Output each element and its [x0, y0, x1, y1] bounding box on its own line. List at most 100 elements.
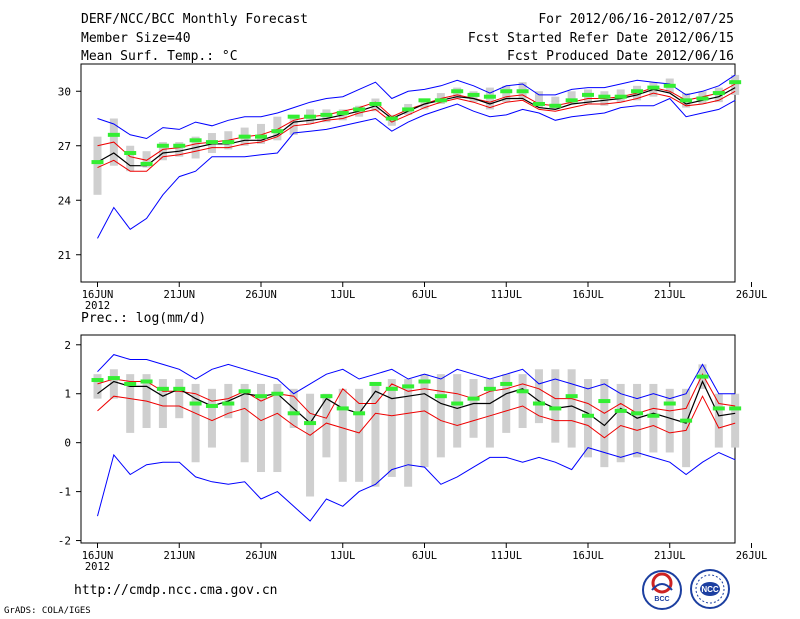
spread-box	[175, 379, 184, 419]
spread-box	[322, 393, 331, 458]
spread-box	[338, 388, 347, 482]
green-marker	[353, 411, 366, 416]
spread-box	[257, 383, 265, 473]
spread-box	[502, 85, 511, 103]
green-marker	[582, 413, 594, 418]
green-marker	[369, 381, 382, 386]
max-line	[97, 74, 736, 140]
x-tick-label: 26JUN	[245, 550, 277, 562]
green-marker	[663, 83, 676, 88]
y-tick-label: 27	[58, 140, 71, 153]
spread-box	[273, 383, 282, 473]
spread-box	[175, 142, 184, 157]
x-tick-label: 26JUN	[245, 289, 277, 301]
spread-box	[665, 388, 674, 453]
x-tick-label: 21JUL	[654, 289, 686, 301]
upper-red-line	[97, 373, 736, 419]
variable-label: Mean Surf. Temp.: °C	[81, 49, 238, 64]
spread-box	[469, 379, 478, 438]
green-marker	[516, 389, 529, 394]
spread-box	[126, 374, 135, 433]
green-marker	[680, 418, 693, 423]
y-tick-label: 1	[64, 388, 71, 401]
spread-box	[485, 379, 494, 448]
max-line	[97, 354, 736, 400]
green-marker	[385, 386, 398, 391]
green-marker	[582, 92, 594, 97]
green-marker	[647, 85, 660, 90]
green-marker	[271, 391, 284, 396]
green-marker	[205, 403, 218, 408]
green-marker	[255, 394, 267, 399]
green-marker	[598, 399, 611, 404]
green-marker	[205, 140, 218, 145]
min-line	[97, 447, 736, 522]
green-marker	[663, 401, 676, 406]
green-marker	[91, 160, 104, 165]
x-tick-label: 6JUL	[412, 289, 437, 301]
green-marker	[222, 140, 235, 145]
x-tick-label: 16JUN	[82, 550, 114, 562]
spread-box	[420, 374, 429, 468]
x-tick-label: 1JUL	[330, 550, 355, 562]
lower-red-line	[97, 90, 736, 172]
y-tick-label: 21	[58, 249, 71, 262]
x-tick-label: 16JUL	[572, 550, 604, 562]
green-marker	[614, 94, 627, 99]
lower-red-line	[97, 395, 736, 439]
green-marker	[402, 384, 415, 389]
spread-box	[534, 91, 543, 108]
green-marker	[173, 143, 186, 148]
spread-box	[289, 114, 298, 135]
green-marker	[549, 406, 562, 411]
precip-panel-title: Prec.: log(mm/d)	[81, 311, 207, 326]
spread-box	[109, 369, 118, 399]
green-marker	[549, 103, 562, 108]
green-marker	[500, 89, 513, 94]
spread-box	[682, 388, 691, 468]
green-marker	[173, 386, 186, 391]
x-tick-year-label: 2012	[85, 561, 110, 573]
y-tick-label: 30	[58, 85, 71, 98]
green-marker	[483, 386, 496, 391]
green-marker	[500, 381, 513, 386]
y-tick-label: 2	[64, 339, 71, 352]
green-marker	[222, 401, 235, 406]
spread-box	[273, 116, 282, 141]
green-marker	[107, 376, 120, 381]
footer-url[interactable]: http://cmdp.ncc.cma.gov.cn	[74, 583, 278, 598]
green-marker	[287, 411, 300, 416]
x-tick-label: 6JUL	[412, 550, 437, 562]
green-marker	[369, 101, 382, 106]
green-marker	[91, 378, 104, 383]
green-marker	[565, 98, 578, 103]
x-tick-label: 11JUL	[490, 289, 522, 301]
ensemble-mean-line	[97, 379, 736, 427]
spread-box	[240, 383, 249, 463]
green-marker	[729, 406, 742, 411]
x-tick-label: 26JUL	[736, 289, 768, 301]
spread-box	[551, 369, 560, 443]
green-marker	[565, 394, 578, 399]
green-marker	[156, 386, 169, 391]
green-marker	[647, 413, 660, 418]
green-marker	[696, 96, 709, 101]
x-tick-label: 16JUL	[572, 289, 604, 301]
y-tick-label: 0	[64, 437, 71, 450]
x-tick-label: 1JUL	[330, 289, 355, 301]
green-marker	[434, 394, 447, 399]
spread-box	[518, 374, 527, 428]
green-marker	[124, 151, 137, 156]
green-marker	[712, 91, 725, 96]
member-size: Member Size=40	[81, 31, 191, 46]
green-marker	[238, 389, 251, 394]
spread-box	[355, 388, 364, 482]
green-marker	[189, 138, 202, 143]
spread-box	[257, 123, 265, 144]
green-marker	[483, 94, 496, 99]
spread-box	[616, 383, 625, 463]
spread-box	[633, 383, 642, 458]
green-marker	[304, 421, 317, 426]
green-marker	[124, 381, 137, 386]
x-tick-label: 21JUN	[163, 550, 195, 562]
